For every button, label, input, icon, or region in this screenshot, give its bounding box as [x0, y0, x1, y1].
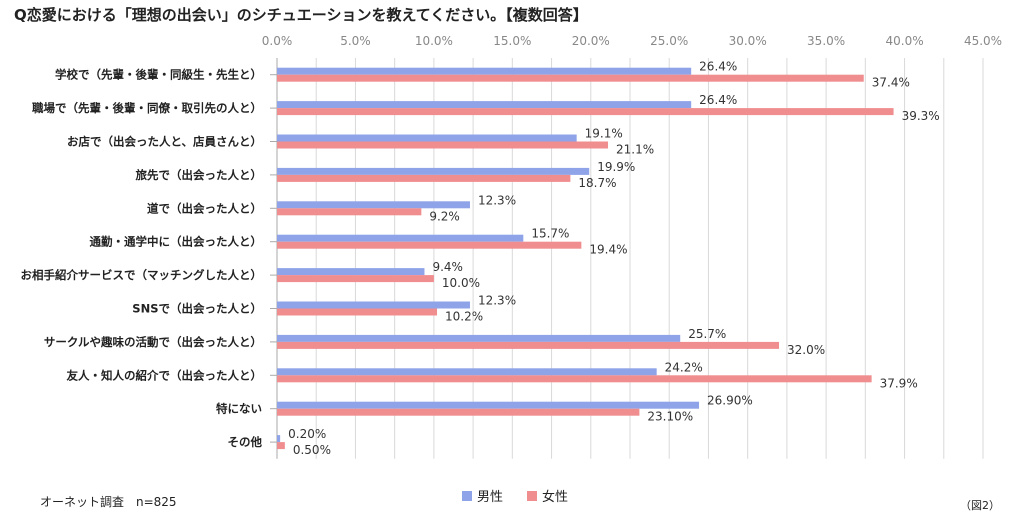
bar-male: [277, 167, 590, 175]
legend-item-male: 男性: [462, 486, 503, 505]
bar-female: [277, 74, 864, 82]
x-tick-label: 15.0%: [493, 34, 531, 48]
legend-swatch-male: [462, 490, 472, 501]
category-label: サークルや趣味の活動で（出会った人と）: [44, 335, 262, 349]
data-label-female: 18.7%: [578, 176, 616, 190]
category-label: 通勤・通学中に（出会った人と）: [90, 235, 263, 249]
bar-female: [277, 208, 422, 216]
data-label-female: 23.10%: [647, 410, 693, 424]
source-note: オーネット調査 n=825: [40, 495, 177, 509]
bar-male: [277, 401, 700, 409]
data-label-male: 0.20%: [288, 427, 326, 441]
bar-male: [277, 234, 524, 242]
bar-female: [277, 141, 609, 149]
legend-label-male: 男性: [477, 490, 504, 505]
x-tick-label: 40.0%: [885, 34, 923, 48]
bar-female: [277, 375, 872, 383]
bar-male: [277, 268, 425, 276]
bar-female: [277, 408, 640, 416]
data-label-female: 32.0%: [787, 343, 825, 357]
data-label-male: 26.4%: [699, 60, 737, 74]
data-label-male: 26.4%: [699, 93, 737, 107]
bar-male: [277, 67, 692, 75]
data-label-female: 21.1%: [616, 143, 654, 157]
bar-male: [277, 134, 577, 142]
bar-female: [277, 308, 438, 316]
bar-female: [277, 341, 780, 349]
data-label-female: 0.50%: [293, 443, 331, 457]
bar-male: [277, 368, 657, 376]
data-label-female: 9.2%: [429, 209, 460, 223]
data-label-male: 26.90%: [707, 394, 753, 408]
x-tick-label: 45.0%: [964, 34, 1002, 48]
category-label: 旅先で（出会った人と）: [136, 168, 263, 182]
data-label-male: 19.9%: [597, 160, 635, 174]
category-label: その他: [228, 435, 263, 449]
data-label-male: 9.4%: [432, 260, 463, 274]
bar-female: [277, 442, 285, 450]
x-tick-label: 10.0%: [415, 34, 453, 48]
data-label-male: 25.7%: [688, 327, 726, 341]
bar-female: [277, 174, 571, 182]
category-label: 職場で（先輩・後輩・同僚・取引先の人と）: [32, 101, 262, 115]
x-tick-label: 0.0%: [262, 34, 293, 48]
legend: 男性 女性: [462, 486, 568, 505]
bar-female: [277, 275, 434, 283]
data-label-male: 12.3%: [478, 193, 516, 207]
figure-label: （図2）: [960, 499, 1000, 512]
data-label-female: 37.4%: [872, 76, 910, 90]
bar-male: [277, 301, 470, 309]
data-label-male: 15.7%: [531, 227, 569, 241]
x-tick-label: 30.0%: [729, 34, 767, 48]
category-label: 友人・知人の紹介で（出会った人と）: [67, 368, 263, 382]
legend-label-female: 女性: [542, 490, 569, 505]
data-label-female: 10.2%: [445, 310, 483, 324]
x-tick-label: 25.0%: [650, 34, 688, 48]
bar-male: [277, 334, 681, 342]
category-label: 特にない: [216, 402, 262, 416]
category-label: お相手紹介サービスで（マッチングした人と）: [21, 268, 263, 282]
data-label-male: 24.2%: [665, 360, 703, 374]
legend-swatch-female: [527, 490, 538, 501]
data-label-male: 12.3%: [478, 294, 516, 308]
legend-item-female: 女性: [527, 486, 568, 505]
category-label: 道で（出会った人と）: [147, 201, 262, 215]
x-tick-label: 20.0%: [572, 34, 610, 48]
bar-male: [277, 101, 692, 109]
category-label: 学校で（先輩・後輩・同級生・先生と）: [55, 68, 262, 82]
x-tick-label: 35.0%: [807, 34, 845, 48]
category-label: SNSで（出会った人と）: [132, 302, 262, 316]
bar-female: [277, 241, 582, 249]
x-tick-label: 5.0%: [340, 34, 371, 48]
data-label-female: 19.4%: [589, 243, 627, 257]
bar-female: [277, 108, 894, 116]
data-label-female: 37.9%: [880, 376, 918, 390]
data-label-male: 19.1%: [585, 127, 623, 141]
bar-male: [277, 435, 281, 443]
chart-title: Q恋愛における「理想の出会い」のシチュエーションを教えてください。【複数回答】: [14, 6, 588, 24]
bar-male: [277, 201, 470, 209]
category-label: お店で（出会った人と、店員さんと）: [67, 135, 262, 149]
data-label-female: 39.3%: [902, 109, 940, 123]
data-label-female: 10.0%: [442, 276, 480, 290]
